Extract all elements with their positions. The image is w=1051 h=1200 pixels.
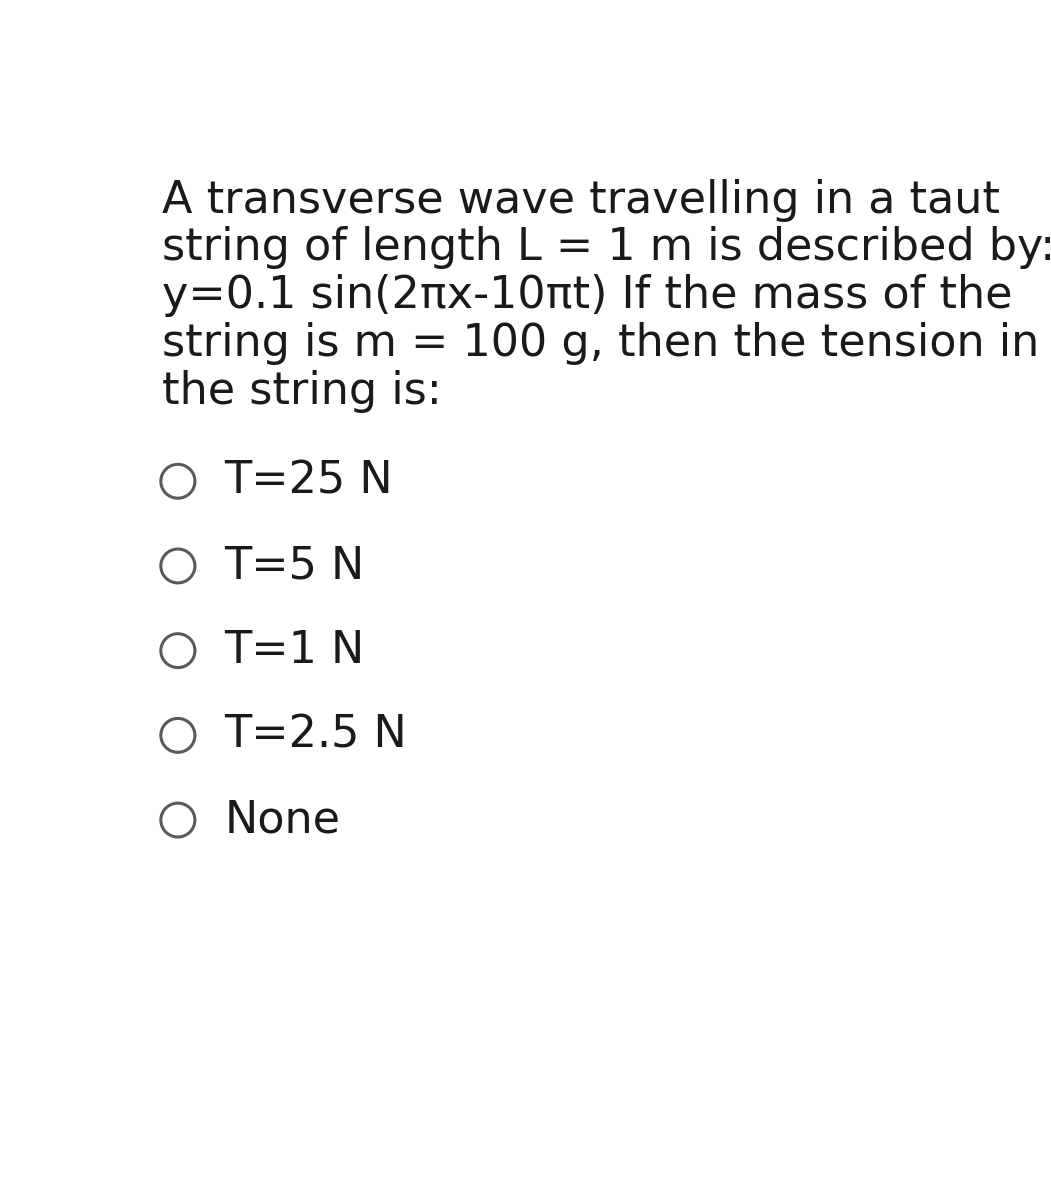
Text: T=25 N: T=25 N <box>224 460 393 503</box>
Text: T=5 N: T=5 N <box>224 545 365 588</box>
Text: T=1 N: T=1 N <box>224 629 365 672</box>
Text: y=0.1 sin(2πx-10πt) If the mass of the: y=0.1 sin(2πx-10πt) If the mass of the <box>162 274 1013 317</box>
Text: T=2.5 N: T=2.5 N <box>224 714 407 757</box>
Text: string of length L = 1 m is described by:: string of length L = 1 m is described by… <box>162 227 1051 269</box>
Text: None: None <box>224 798 341 841</box>
Text: A transverse wave travelling in a taut: A transverse wave travelling in a taut <box>162 179 1001 222</box>
Text: string is m = 100 g, then the tension in: string is m = 100 g, then the tension in <box>162 322 1039 365</box>
Text: the string is:: the string is: <box>162 370 442 413</box>
